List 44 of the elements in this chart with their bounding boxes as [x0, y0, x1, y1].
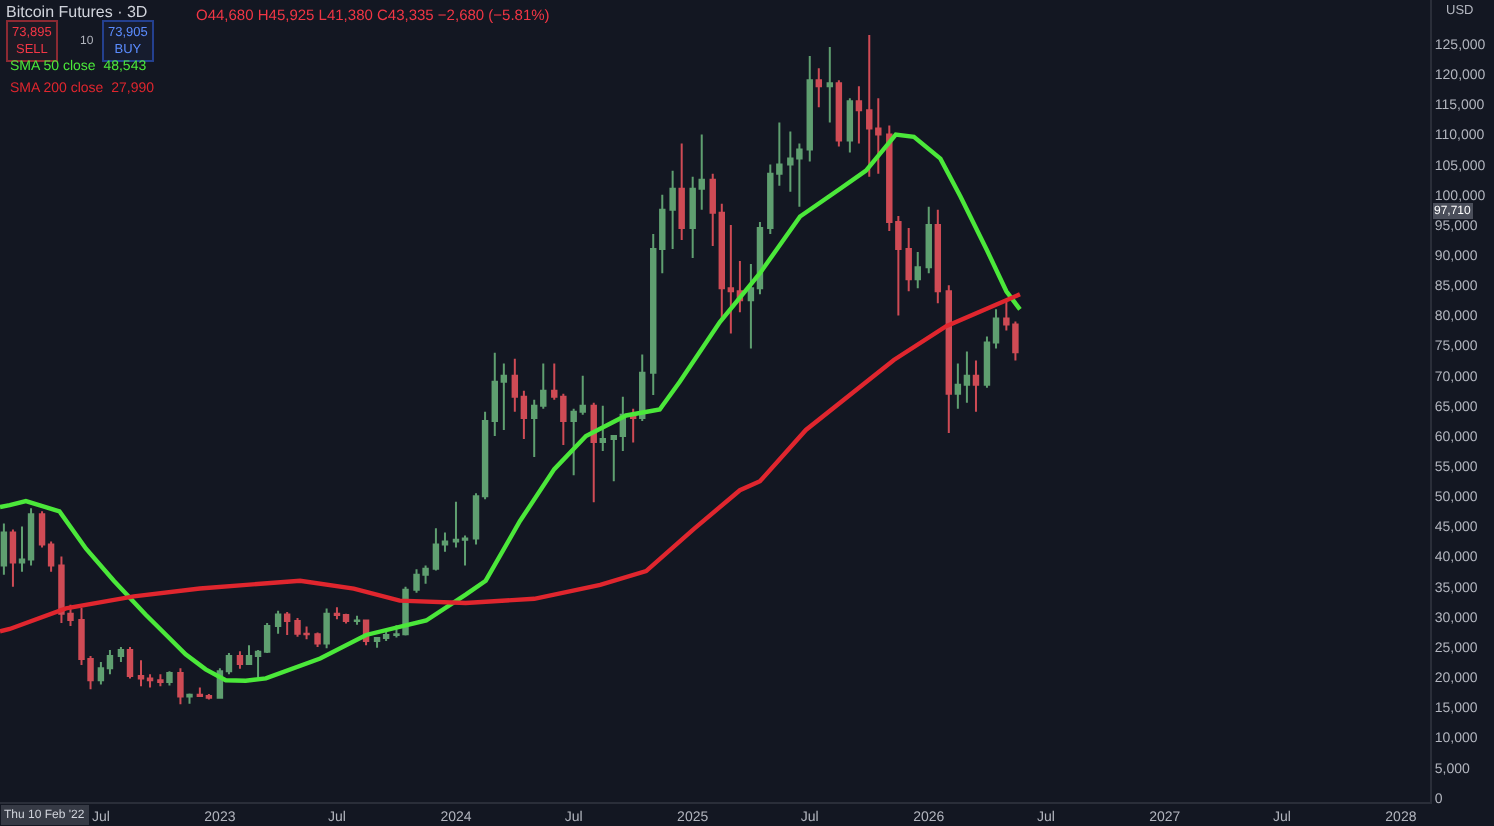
candlestick [106, 649, 114, 676]
candlestick [333, 606, 341, 621]
candlestick [186, 692, 193, 705]
candlestick [0, 522, 8, 576]
candlestick [196, 686, 204, 699]
candlestick [236, 650, 244, 670]
candlestick [846, 97, 854, 154]
line-series [0, 132, 1023, 683]
candlestick [137, 659, 145, 688]
candlestick [117, 646, 125, 664]
candlestick [274, 609, 282, 635]
candlestick [599, 404, 606, 453]
candlestick [945, 284, 953, 434]
candlestick [283, 611, 291, 636]
candlestick [126, 646, 134, 680]
candlestick [934, 208, 942, 305]
candlestick [855, 85, 863, 145]
candlestick [157, 673, 164, 688]
candlestick [806, 55, 813, 163]
candlestick [9, 528, 17, 588]
candlestick [353, 614, 361, 626]
candlestick [639, 353, 646, 422]
candlestick [342, 612, 350, 625]
candlestick [314, 631, 321, 649]
candlestick [27, 507, 35, 567]
candlestick [914, 251, 921, 290]
candlestick [205, 693, 213, 701]
candlestick [177, 667, 184, 706]
candlestick [373, 636, 381, 649]
candlestick [963, 350, 971, 404]
candlestick [629, 407, 637, 444]
candlestick [323, 607, 330, 650]
candlestick [826, 46, 834, 124]
candlestick [382, 630, 390, 642]
chart-title: Bitcoin Futures · 3D [6, 3, 148, 22]
candlestick [678, 142, 685, 241]
candlestick [590, 401, 597, 504]
candlestick [432, 527, 440, 572]
line-series [0, 292, 1023, 634]
candlestick [815, 67, 823, 109]
candlestick [835, 79, 843, 148]
candlestick [166, 670, 173, 687]
candlestick [925, 205, 932, 275]
candlestick [972, 359, 980, 413]
